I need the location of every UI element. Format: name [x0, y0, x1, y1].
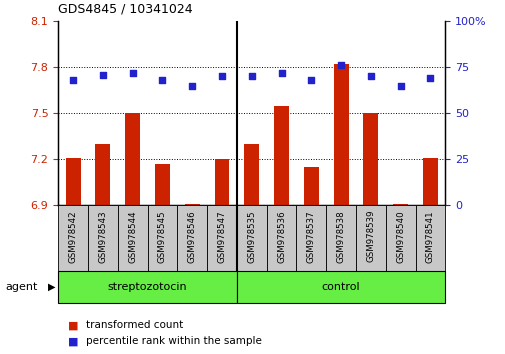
Bar: [155, 164, 170, 205]
Point: [128, 70, 136, 76]
Text: GSM978540: GSM978540: [395, 210, 405, 263]
Bar: [147, 205, 177, 271]
Bar: [244, 144, 259, 205]
Text: ■: ■: [68, 336, 79, 346]
Bar: [66, 158, 80, 205]
Text: GSM978538: GSM978538: [336, 210, 345, 263]
Bar: [385, 205, 415, 271]
Bar: [125, 113, 140, 205]
Point: [366, 74, 374, 79]
Point: [307, 77, 315, 83]
Bar: [58, 205, 88, 271]
Text: GSM978542: GSM978542: [69, 210, 77, 263]
Point: [247, 74, 256, 79]
Bar: [333, 64, 348, 205]
Point: [98, 72, 107, 78]
Text: ■: ■: [68, 320, 79, 330]
Text: GSM978544: GSM978544: [128, 210, 137, 263]
Text: GSM978546: GSM978546: [187, 210, 196, 263]
Text: GSM978537: GSM978537: [306, 210, 315, 263]
Point: [218, 74, 226, 79]
Bar: [214, 159, 229, 205]
Text: streptozotocin: streptozotocin: [108, 282, 187, 292]
Point: [158, 77, 166, 83]
Text: GSM978535: GSM978535: [247, 210, 256, 263]
Bar: [392, 204, 407, 205]
Bar: [296, 205, 326, 271]
Text: percentile rank within the sample: percentile rank within the sample: [86, 336, 262, 346]
Bar: [363, 113, 378, 205]
Text: GSM978539: GSM978539: [366, 210, 375, 262]
Bar: [177, 205, 207, 271]
Text: transformed count: transformed count: [86, 320, 183, 330]
Bar: [207, 205, 236, 271]
Text: GSM978543: GSM978543: [98, 210, 107, 263]
Text: agent: agent: [5, 282, 37, 292]
Text: GSM978547: GSM978547: [217, 210, 226, 263]
Text: GSM978545: GSM978545: [158, 210, 167, 263]
Text: GSM978536: GSM978536: [276, 210, 285, 263]
Point: [426, 75, 434, 81]
Bar: [266, 205, 296, 271]
Point: [69, 77, 77, 83]
Bar: [326, 205, 355, 271]
Bar: [118, 205, 147, 271]
Text: ▶: ▶: [48, 282, 56, 292]
Point: [336, 63, 344, 68]
Point: [188, 83, 196, 88]
Bar: [415, 205, 444, 271]
Bar: [422, 158, 437, 205]
Bar: [236, 271, 444, 303]
Text: control: control: [321, 282, 360, 292]
Point: [277, 70, 285, 76]
Bar: [88, 205, 118, 271]
Bar: [355, 205, 385, 271]
Point: [396, 83, 404, 88]
Bar: [274, 105, 288, 205]
Text: GSM978541: GSM978541: [425, 210, 434, 263]
Text: GDS4845 / 10341024: GDS4845 / 10341024: [58, 3, 192, 16]
Bar: [184, 204, 199, 205]
Bar: [95, 144, 110, 205]
Bar: [303, 167, 318, 205]
Bar: [236, 205, 266, 271]
Bar: [58, 271, 236, 303]
